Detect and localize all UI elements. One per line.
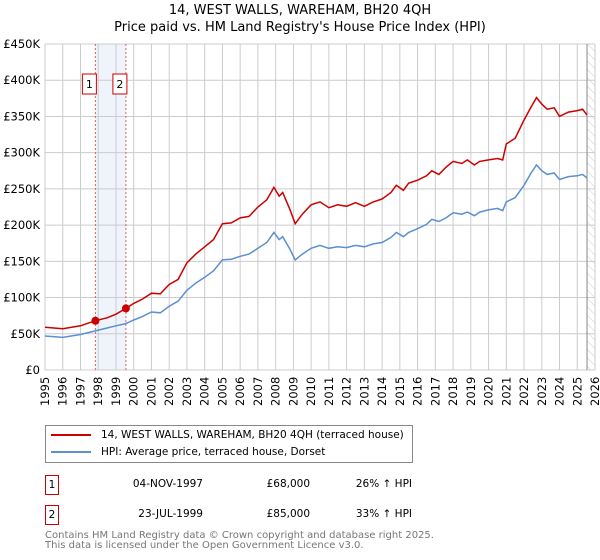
x-tick-label: 2006 <box>233 377 247 406</box>
series-line <box>44 96 588 330</box>
x-tick-label: 2014 <box>375 377 389 406</box>
legend-item-hpi: HPI: Average price, terraced house, Dors… <box>51 446 325 458</box>
sale-hpi-change: 33% ↑ HPI <box>355 508 412 520</box>
x-tick-label: 2019 <box>464 377 478 406</box>
x-tick-label: 2017 <box>428 377 442 406</box>
subtitle-line: Price paid vs. HM Land Registry's House … <box>114 20 486 35</box>
x-tick-label: 2005 <box>215 377 229 406</box>
sale-point <box>121 304 130 313</box>
y-tick-label: £400K <box>3 73 40 87</box>
x-tick-label: 1999 <box>109 377 123 406</box>
y-tick-label: £50K <box>11 327 41 341</box>
x-tick-label: 1995 <box>38 377 52 406</box>
y-tick-label: £350K <box>3 109 40 123</box>
x-tick-label: 2007 <box>251 377 265 406</box>
x-tick-label: 2026 <box>588 377 600 406</box>
series-line <box>44 163 588 339</box>
y-tick-label: £0 <box>25 363 40 377</box>
y-tick-label: £450K <box>3 37 40 51</box>
x-tick-label: 2022 <box>517 377 531 406</box>
x-tick-label: 2010 <box>304 377 318 406</box>
sale-price: £85,000 <box>266 508 310 520</box>
x-tick-label: 2001 <box>144 377 158 406</box>
footer-line: Contains HM Land Registry data © Crown c… <box>45 530 434 541</box>
sale-point <box>91 316 100 325</box>
x-tick-label: 2011 <box>322 377 336 406</box>
y-tick-label: £300K <box>3 146 40 160</box>
chart-title: 14, WEST WALLS, WAREHAM, BH20 4QH Price … <box>0 2 600 36</box>
x-tick-label: 2021 <box>499 377 513 406</box>
y-tick-label: £250K <box>3 182 40 196</box>
x-tick-label: 2024 <box>553 377 567 406</box>
x-tick-label: 2009 <box>286 377 300 406</box>
x-tick-label: 2003 <box>180 377 194 406</box>
title-line: 14, WEST WALLS, WAREHAM, BH20 4QH <box>168 3 432 18</box>
sale-label-box <box>112 73 128 95</box>
x-tick-label: 2004 <box>198 377 212 406</box>
x-tick-label: 2002 <box>162 377 176 406</box>
sale-hpi-change: 26% ↑ HPI <box>355 478 412 490</box>
x-tick-label: 1996 <box>56 377 70 406</box>
legend-label: 14, WEST WALLS, WAREHAM, BH20 4QH (terra… <box>101 429 404 441</box>
legend-item-property: 14, WEST WALLS, WAREHAM, BH20 4QH (terra… <box>51 429 404 441</box>
x-tick-label: 2012 <box>340 377 354 406</box>
y-tick-label: £100K <box>3 291 40 305</box>
x-tick-label: 2008 <box>269 377 283 406</box>
sale-label: 2 <box>116 78 123 91</box>
sale-row: 1 04-NOV-1997 £68,000 26% ↑ HPI <box>45 475 445 495</box>
chart-svg: £0 £50K £100K £150K £200K £250K £300K £350K £400… <box>3 37 600 406</box>
future-hatch <box>587 44 595 370</box>
footer-line: This data is licensed under the Open Gov… <box>45 540 364 551</box>
x-tick-label: 1998 <box>91 377 105 406</box>
sale-date: 23-JUL-1999 <box>138 508 203 520</box>
x-tick-label: 2018 <box>446 377 460 406</box>
x-tick-label: 2025 <box>570 377 584 406</box>
y-tick-label: £150K <box>3 254 40 268</box>
footer: Contains HM Land Registry data © Crown c… <box>45 531 434 551</box>
legend-swatch-blue <box>51 451 91 453</box>
y-tick-label: £200K <box>3 218 40 232</box>
legend-swatch-red <box>51 434 91 436</box>
sale-label-box <box>81 73 97 95</box>
sale-marker-box: 1 <box>45 475 59 495</box>
x-tick-label: 2020 <box>482 377 496 406</box>
legend-label: HPI: Average price, terraced house, Dors… <box>101 446 326 458</box>
sale-label: 1 <box>86 78 93 91</box>
sale-price: £68,000 <box>266 478 310 490</box>
sale-marker-box: 2 <box>45 505 59 525</box>
x-tick-label: 2013 <box>357 377 371 406</box>
x-tick-label: 2000 <box>127 377 141 406</box>
legend: 14, WEST WALLS, WAREHAM, BH20 4QH (terra… <box>45 425 413 463</box>
x-tick-label: 2016 <box>411 377 425 406</box>
sale-date: 04-NOV-1997 <box>132 478 203 490</box>
x-tick-label: 2023 <box>535 377 549 406</box>
x-tick-label: 2015 <box>393 377 407 406</box>
x-tick-label: 1997 <box>73 377 87 406</box>
sale-row: 2 23-JUL-1999 £85,000 33% ↑ HPI <box>45 505 445 525</box>
